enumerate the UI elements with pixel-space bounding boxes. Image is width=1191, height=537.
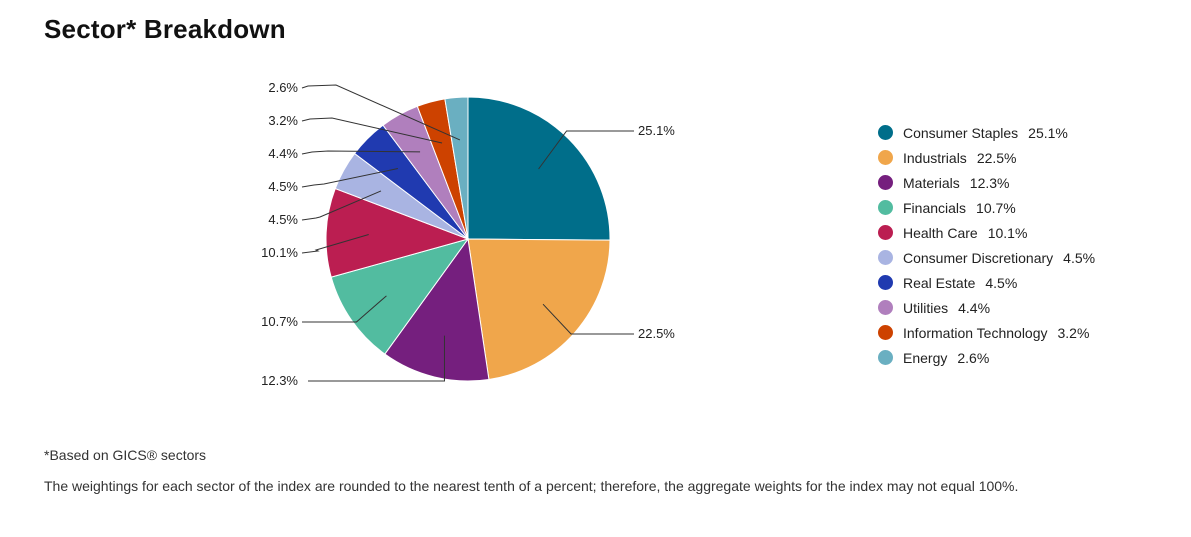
legend-value: 4.4% xyxy=(958,299,991,316)
legend-label: Utilities xyxy=(903,299,949,316)
legend-item-health-care: Health Care 10.1% xyxy=(878,220,1095,245)
legend-swatch xyxy=(878,275,893,290)
legend-item-information-technology: Information Technology 3.2% xyxy=(878,320,1095,345)
data-label-health-care: 10.1% xyxy=(261,245,298,260)
leader-line-consumer-discretionary xyxy=(301,190,382,221)
leader-line-real-estate xyxy=(301,168,398,188)
legend-label: Real Estate xyxy=(903,274,976,291)
legend-label: Industrials xyxy=(903,149,967,166)
disclaimer: The weightings for each sector of the in… xyxy=(44,478,1019,494)
data-label-consumer-discretionary: 4.5% xyxy=(268,212,298,227)
pie-slice-energy xyxy=(444,96,469,240)
legend-swatch xyxy=(878,150,893,165)
leader-line-information-technology xyxy=(301,117,443,144)
legend-value: 22.5% xyxy=(976,149,1017,166)
pie-slice-materials xyxy=(384,237,490,382)
legend-label: Health Care xyxy=(903,224,978,241)
leader-line-materials xyxy=(308,335,445,382)
legend-label: Consumer Discretionary xyxy=(903,249,1054,266)
legend-swatch xyxy=(878,225,893,240)
data-label-materials: 12.3% xyxy=(261,373,298,388)
legend-item-real-estate: Real Estate 4.5% xyxy=(878,270,1095,295)
pie-slice-industrials xyxy=(467,238,611,381)
legend-swatch xyxy=(878,125,893,140)
legend-value: 12.3% xyxy=(969,174,1010,191)
legend-value: 4.5% xyxy=(985,274,1018,291)
pie-data-labels: 25.1% 22.5% 12.3% 10.7% 10.1% 4.5% 4.5% 4.4% 3.2… xyxy=(261,80,675,388)
legend-item-utilities: Utilities 4.4% xyxy=(878,295,1095,320)
legend-value: 3.2% xyxy=(1057,324,1090,341)
legend-value: 10.1% xyxy=(987,224,1028,241)
leader-line-industrials xyxy=(542,303,634,335)
legend-item-energy: Energy 2.6% xyxy=(878,345,1095,370)
pie-slice-health-care xyxy=(325,187,470,278)
data-label-industrials: 22.5% xyxy=(638,326,675,341)
legend-item-consumer-discretionary: Consumer Discretionary 4.5% xyxy=(878,245,1095,270)
legend-swatch xyxy=(878,175,893,190)
pie-slices xyxy=(325,96,611,382)
legend-value: 25.1% xyxy=(1028,124,1068,141)
leader-line-utilities xyxy=(301,150,421,155)
legend-swatch xyxy=(878,350,893,365)
legend-label: Consumer Staples xyxy=(903,124,1019,141)
legend-label: Energy xyxy=(903,349,948,366)
legend-item-materials: Materials 12.3% xyxy=(878,170,1095,195)
legend-swatch xyxy=(878,250,893,265)
legend-item-consumer-staples: Consumer Staples 25.1% xyxy=(878,120,1095,145)
leader-line-financials xyxy=(302,295,387,323)
legend-label: Financials xyxy=(903,199,967,216)
data-label-information-technology: 3.2% xyxy=(268,113,298,128)
legend-item-financials: Financials 10.7% xyxy=(878,195,1095,220)
chart-legend: Consumer Staples 25.1% Industrials 22.5% Mat… xyxy=(878,120,1095,370)
legend-label: Information Technology xyxy=(903,324,1048,341)
leader-line-energy xyxy=(301,84,461,141)
legend-swatch xyxy=(878,200,893,215)
legend-item-industrials: Industrials 22.5% xyxy=(878,145,1095,170)
legend-swatch xyxy=(878,300,893,315)
data-label-utilities: 4.4% xyxy=(268,146,298,161)
legend-value: 10.7% xyxy=(976,199,1016,216)
leader-line-health-care xyxy=(301,233,369,254)
pie-leader-lines xyxy=(301,84,634,382)
leader-line-consumer-staples xyxy=(538,130,634,170)
footnote: *Based on GICS® sectors xyxy=(44,447,207,463)
legend-swatch xyxy=(878,325,893,340)
data-label-financials: 10.7% xyxy=(261,314,298,329)
legend-label: Materials xyxy=(903,174,960,191)
data-label-energy: 2.6% xyxy=(268,80,298,95)
legend-value: 4.5% xyxy=(1063,249,1096,266)
data-label-real-estate: 4.5% xyxy=(268,179,298,194)
page-title: Sector* Breakdown xyxy=(44,14,286,44)
legend-value: 2.6% xyxy=(957,349,990,366)
data-label-consumer-staples: 25.1% xyxy=(638,123,675,138)
